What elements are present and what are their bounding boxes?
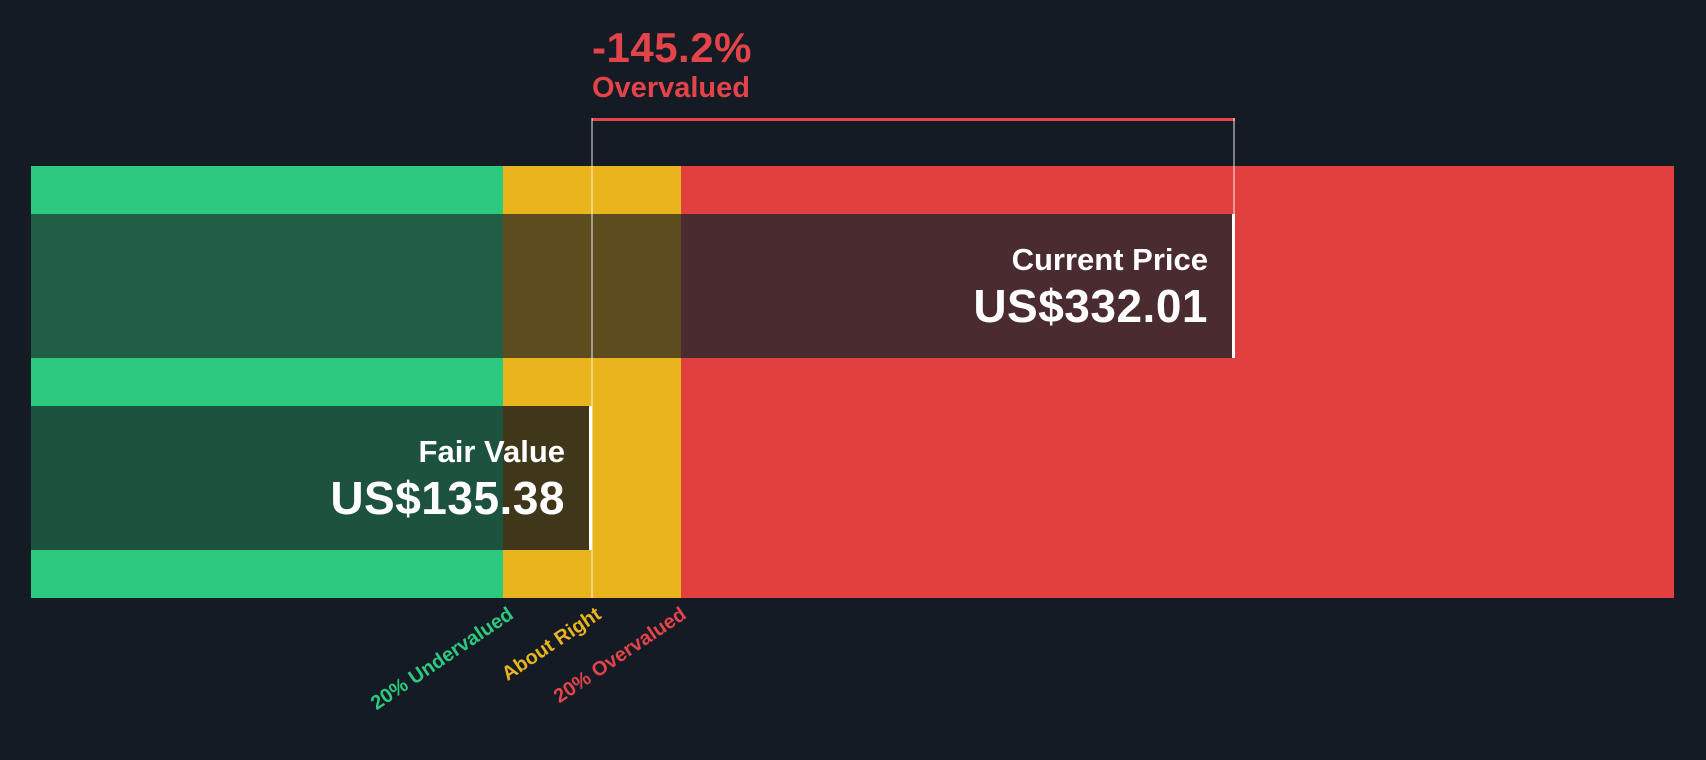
fair-value-bar-green-segment (31, 406, 503, 550)
fair-value-value: US$135.38 (330, 471, 565, 524)
bracket-top-line (592, 118, 1235, 121)
current-price-text-block: Current Price US$332.01 (31, 214, 1232, 358)
fair-value-label: Fair Value (418, 433, 565, 469)
overvaluation-status: Overvalued (592, 72, 750, 104)
current-price-bar-green-segment (31, 214, 503, 358)
current-price-bar-yellow-segment (503, 214, 681, 358)
overvaluation-percent: -145.2% (592, 24, 752, 71)
current-price-label: Current Price (1011, 241, 1208, 277)
fair-value-bar[interactable]: Fair Value US$135.38 (31, 406, 592, 550)
current-price-marker-line (1233, 118, 1235, 216)
chart-area: Current Price US$332.01 Fair Value US$13… (31, 166, 1674, 598)
fair-value-text-block: Fair Value US$135.38 (31, 406, 589, 550)
current-price-bar-red-segment (681, 214, 1232, 358)
current-price-bar[interactable]: Current Price US$332.01 (31, 214, 1235, 358)
fair-value-bar-yellow-segment (503, 406, 589, 550)
current-price-value: US$332.01 (973, 279, 1208, 332)
axis-label-undervalued: 20% Undervalued (367, 603, 518, 715)
fair-value-marker-line (591, 118, 593, 598)
